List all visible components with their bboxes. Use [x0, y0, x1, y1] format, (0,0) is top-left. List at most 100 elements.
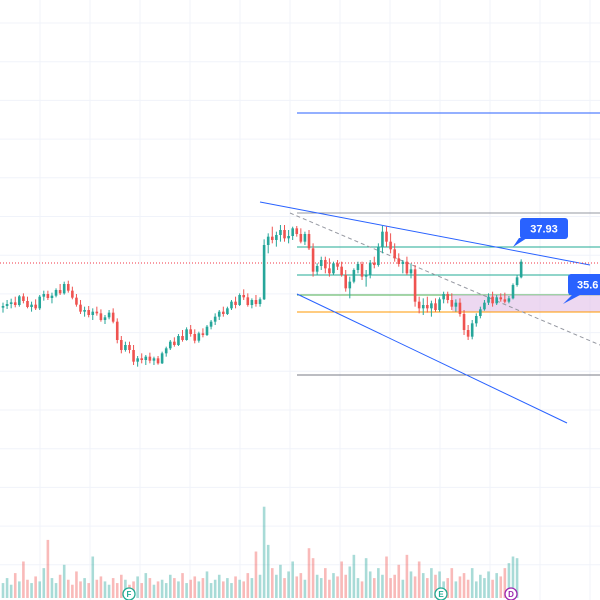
chart-overlays[interactable]: 37.93 35.6: [513, 218, 600, 304]
candle-body: [474, 316, 478, 324]
volume-bar: [381, 574, 384, 598]
volume-bar: [336, 576, 339, 598]
candle-body: [222, 311, 225, 314]
volume-bar: [426, 578, 429, 598]
volume-bar: [446, 578, 450, 598]
volume-bar: [136, 576, 139, 598]
candle-body: [152, 358, 156, 361]
price-label-low[interactable]: 35.6: [563, 274, 600, 304]
volume-bar: [156, 581, 160, 598]
volume-bar: [356, 578, 360, 598]
price-candles[interactable]: [1, 225, 523, 367]
candle-body: [438, 299, 441, 310]
volume-bar: [385, 556, 388, 598]
candle-body: [360, 264, 364, 277]
candle-body: [340, 266, 343, 275]
candle-body: [250, 300, 254, 305]
candle-body: [120, 340, 123, 350]
candle-body: [283, 230, 286, 239]
svg-text:E: E: [438, 590, 444, 599]
candle-body: [209, 321, 213, 327]
volume-bar: [438, 571, 441, 598]
volume-bar: [201, 578, 205, 598]
candle-body: [409, 269, 413, 274]
candle-body: [258, 299, 262, 304]
candle-body: [30, 304, 33, 307]
candle-body: [71, 290, 74, 298]
candle-body: [368, 262, 372, 275]
volume-bar: [50, 578, 54, 598]
candle-body: [450, 300, 454, 307]
volume-bar: [262, 506, 266, 598]
candle-body: [430, 303, 433, 309]
volume-bar: [377, 568, 380, 598]
volume-bar: [13, 573, 17, 598]
volume-bar: [462, 573, 466, 598]
event-markers[interactable]: F E D: [122, 587, 518, 600]
volume-bar: [22, 561, 25, 598]
volume-bar: [217, 574, 221, 598]
volume-bar: [515, 558, 519, 598]
volume-bar: [348, 566, 352, 598]
volume-bar: [103, 581, 107, 598]
candle-body: [291, 228, 294, 236]
volume-bar: [140, 583, 144, 598]
volume-bar: [413, 576, 417, 598]
volume-bar: [491, 579, 494, 598]
candle-body: [462, 314, 466, 330]
volume-bar: [324, 568, 327, 598]
volume-bar: [307, 548, 311, 598]
candle-body: [22, 296, 25, 301]
volume-bar: [393, 574, 396, 598]
candle-body: [189, 329, 192, 334]
candle-body: [446, 294, 450, 300]
volume-bar: [234, 576, 237, 598]
volume-bar: [421, 573, 425, 598]
event-marker-d[interactable]: D: [504, 587, 518, 600]
volume-bar: [213, 579, 217, 598]
candle-body: [177, 336, 180, 345]
volume-bar: [299, 573, 303, 598]
volume-bar: [487, 571, 490, 598]
price-label-high[interactable]: 37.93: [513, 218, 568, 247]
candle-body: [193, 334, 197, 341]
candle-body: [95, 311, 99, 314]
price-label-high-text: 37.93: [530, 224, 558, 236]
candle-body: [319, 260, 323, 266]
candle-body: [26, 301, 29, 307]
svg-text:F: F: [127, 590, 132, 599]
price-label-low-text: 35.6: [577, 280, 598, 292]
candle-body: [426, 305, 429, 309]
volume-bar: [18, 581, 21, 598]
candle-body: [238, 295, 241, 305]
candle-body: [470, 323, 474, 337]
candle-body: [352, 270, 356, 282]
event-marker-f[interactable]: F: [122, 587, 136, 600]
channel-lower-line: [296, 293, 568, 424]
chart-drawings[interactable]: [0, 112, 600, 424]
candle-body: [487, 296, 490, 303]
volume-bar: [270, 568, 274, 598]
volume-bar: [62, 564, 66, 598]
event-marker-e[interactable]: E: [434, 587, 448, 600]
candle-body: [136, 358, 139, 362]
candle-body: [503, 299, 507, 302]
candle-body: [324, 260, 327, 269]
candle-body: [115, 321, 119, 340]
volume-bar: [99, 576, 103, 598]
candle-body: [397, 258, 401, 264]
candle-body: [111, 312, 115, 322]
candle-body: [511, 285, 515, 299]
candle-body: [5, 304, 9, 306]
volume-bar: [507, 563, 511, 598]
candle-body: [205, 326, 209, 335]
volume-bar: [46, 539, 50, 598]
candle-body: [83, 310, 86, 312]
volume-bar: [9, 584, 13, 598]
volume-bar: [479, 574, 482, 598]
candle-body: [466, 330, 470, 337]
candle-body: [213, 316, 217, 322]
channel-upper-line: [259, 201, 591, 266]
candle-body: [479, 309, 482, 316]
